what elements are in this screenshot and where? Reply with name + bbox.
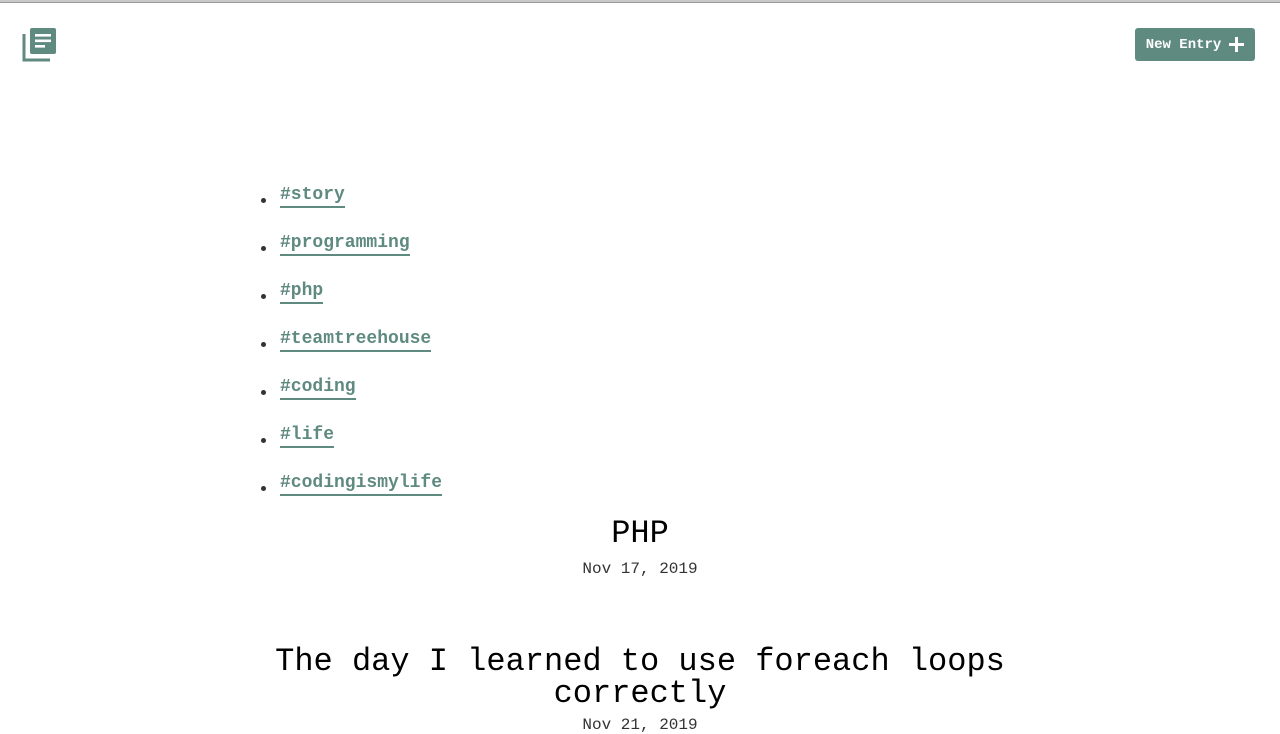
bullet-icon [261, 390, 266, 395]
tag-link-life[interactable]: #life [280, 425, 335, 448]
tag-link-teamtreehouse[interactable]: #teamtreehouse [280, 329, 432, 352]
tag-list-item: #story [260, 184, 442, 232]
tag-list-item: #programming [260, 232, 442, 280]
browser-top-edge [0, 0, 1280, 3]
entry-date: Nov 17, 2019 [582, 560, 698, 578]
entry-title[interactable]: The day I learned to use foreach loops c… [275, 643, 1005, 712]
tag-list-item: #teamtreehouse [260, 328, 442, 376]
tag-list: #story #programming #php #teamtreehouse … [260, 184, 443, 520]
bullet-icon [261, 342, 266, 347]
bullet-icon [261, 294, 266, 299]
new-entry-button[interactable]: New Entry [1135, 28, 1255, 61]
tag-link-codingismylife[interactable]: #codingismylife [280, 473, 443, 496]
bullet-icon [261, 246, 266, 251]
journal-logo-icon[interactable] [22, 26, 58, 62]
tag-list-item: #codingismylife [260, 472, 443, 520]
entry-title[interactable]: PHP [611, 515, 669, 552]
tag-link-coding[interactable]: #coding [280, 377, 356, 400]
tag-link-story[interactable]: #story [280, 185, 345, 208]
plus-icon [1229, 37, 1245, 52]
tag-list-item: #coding [260, 376, 442, 424]
tag-list-item: #php [260, 280, 442, 328]
tag-link-php[interactable]: #php [280, 281, 324, 304]
tag-list-item: #life [260, 424, 442, 472]
journal-stack-icon [22, 28, 56, 62]
bullet-icon [261, 486, 266, 491]
bullet-icon [261, 198, 266, 203]
entry-date: Nov 21, 2019 [582, 716, 698, 734]
tag-link-programming[interactable]: #programming [280, 233, 410, 256]
bullet-icon [261, 438, 266, 443]
new-entry-label: New Entry [1145, 36, 1222, 53]
